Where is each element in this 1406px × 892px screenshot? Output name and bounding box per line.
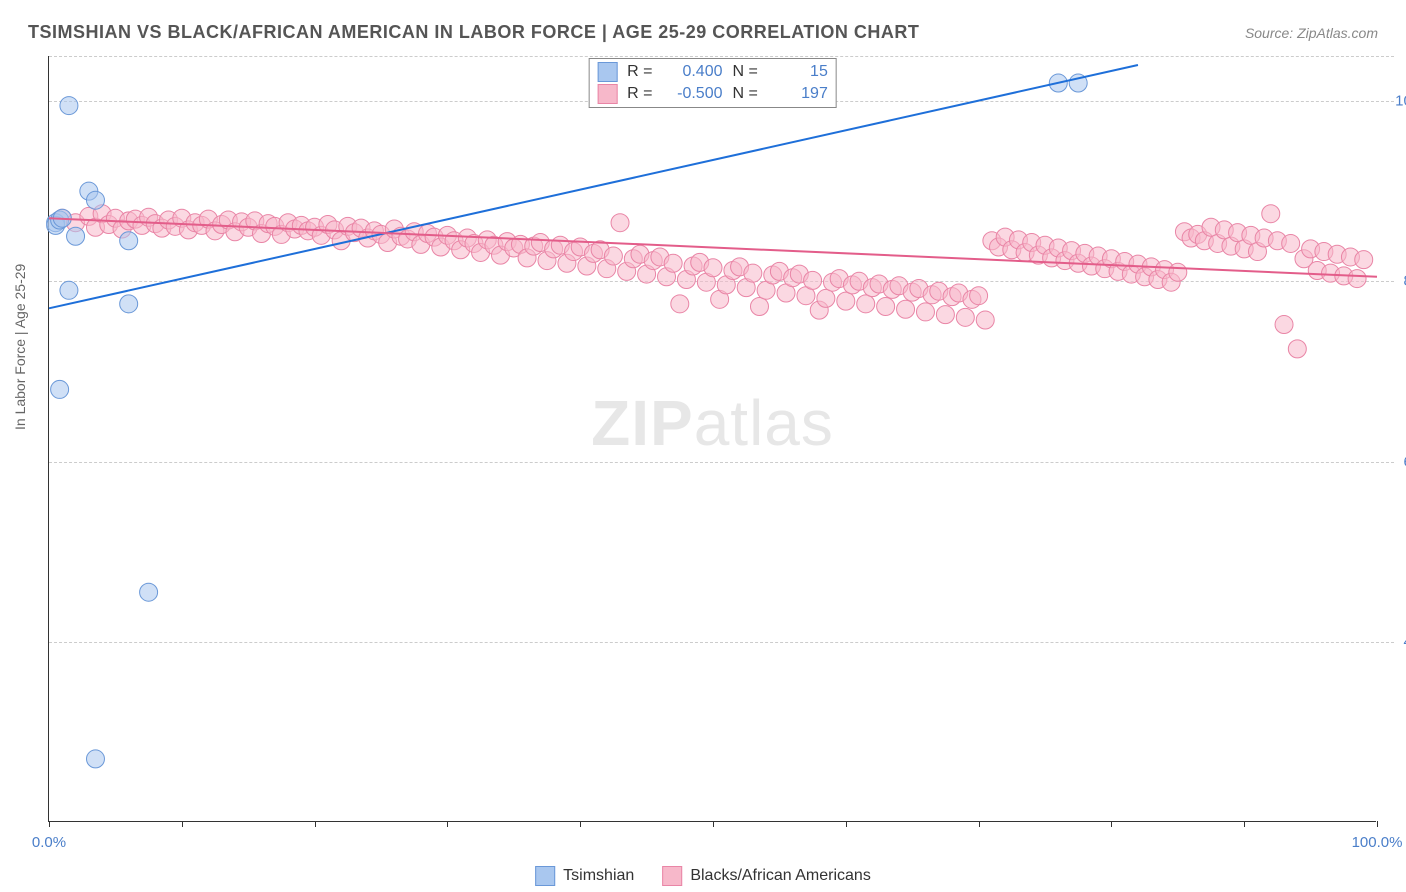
y-tick-label: 40.0%	[1386, 633, 1406, 650]
legend-row-tsimshian: R = 0.400 N = 15	[597, 61, 828, 83]
legend-swatch-pink-icon	[662, 866, 682, 886]
legend-swatch-pink	[597, 84, 617, 104]
x-tick-label: 100.0%	[1352, 834, 1403, 851]
legend-item-tsimshian: Tsimshian	[535, 866, 634, 886]
chart-title: TSIMSHIAN VS BLACK/AFRICAN AMERICAN IN L…	[28, 22, 919, 43]
scatter-svg	[49, 56, 1376, 821]
y-tick-label: 100.0%	[1386, 93, 1406, 110]
source-attribution: Source: ZipAtlas.com	[1245, 25, 1378, 41]
x-tick-label: 0.0%	[32, 834, 66, 851]
legend-swatch-blue	[597, 62, 617, 82]
legend-swatch-blue-icon	[535, 866, 555, 886]
correlation-legend: R = 0.400 N = 15 R = -0.500 N = 197	[588, 58, 837, 108]
series-legend: Tsimshian Blacks/African Americans	[535, 866, 871, 886]
series-tsimshian	[47, 74, 1088, 768]
plot-area: ZIPatlas 40.0%60.0%80.0%100.0% 0.0%100.0…	[48, 56, 1376, 822]
legend-row-black: R = -0.500 N = 197	[597, 83, 828, 105]
y-tick-label: 80.0%	[1386, 273, 1406, 290]
y-tick-label: 60.0%	[1386, 453, 1406, 470]
legend-item-black: Blacks/African Americans	[662, 866, 871, 886]
y-axis-label: In Labor Force | Age 25-29	[12, 264, 28, 430]
chart-header: TSIMSHIAN VS BLACK/AFRICAN AMERICAN IN L…	[28, 22, 1378, 43]
